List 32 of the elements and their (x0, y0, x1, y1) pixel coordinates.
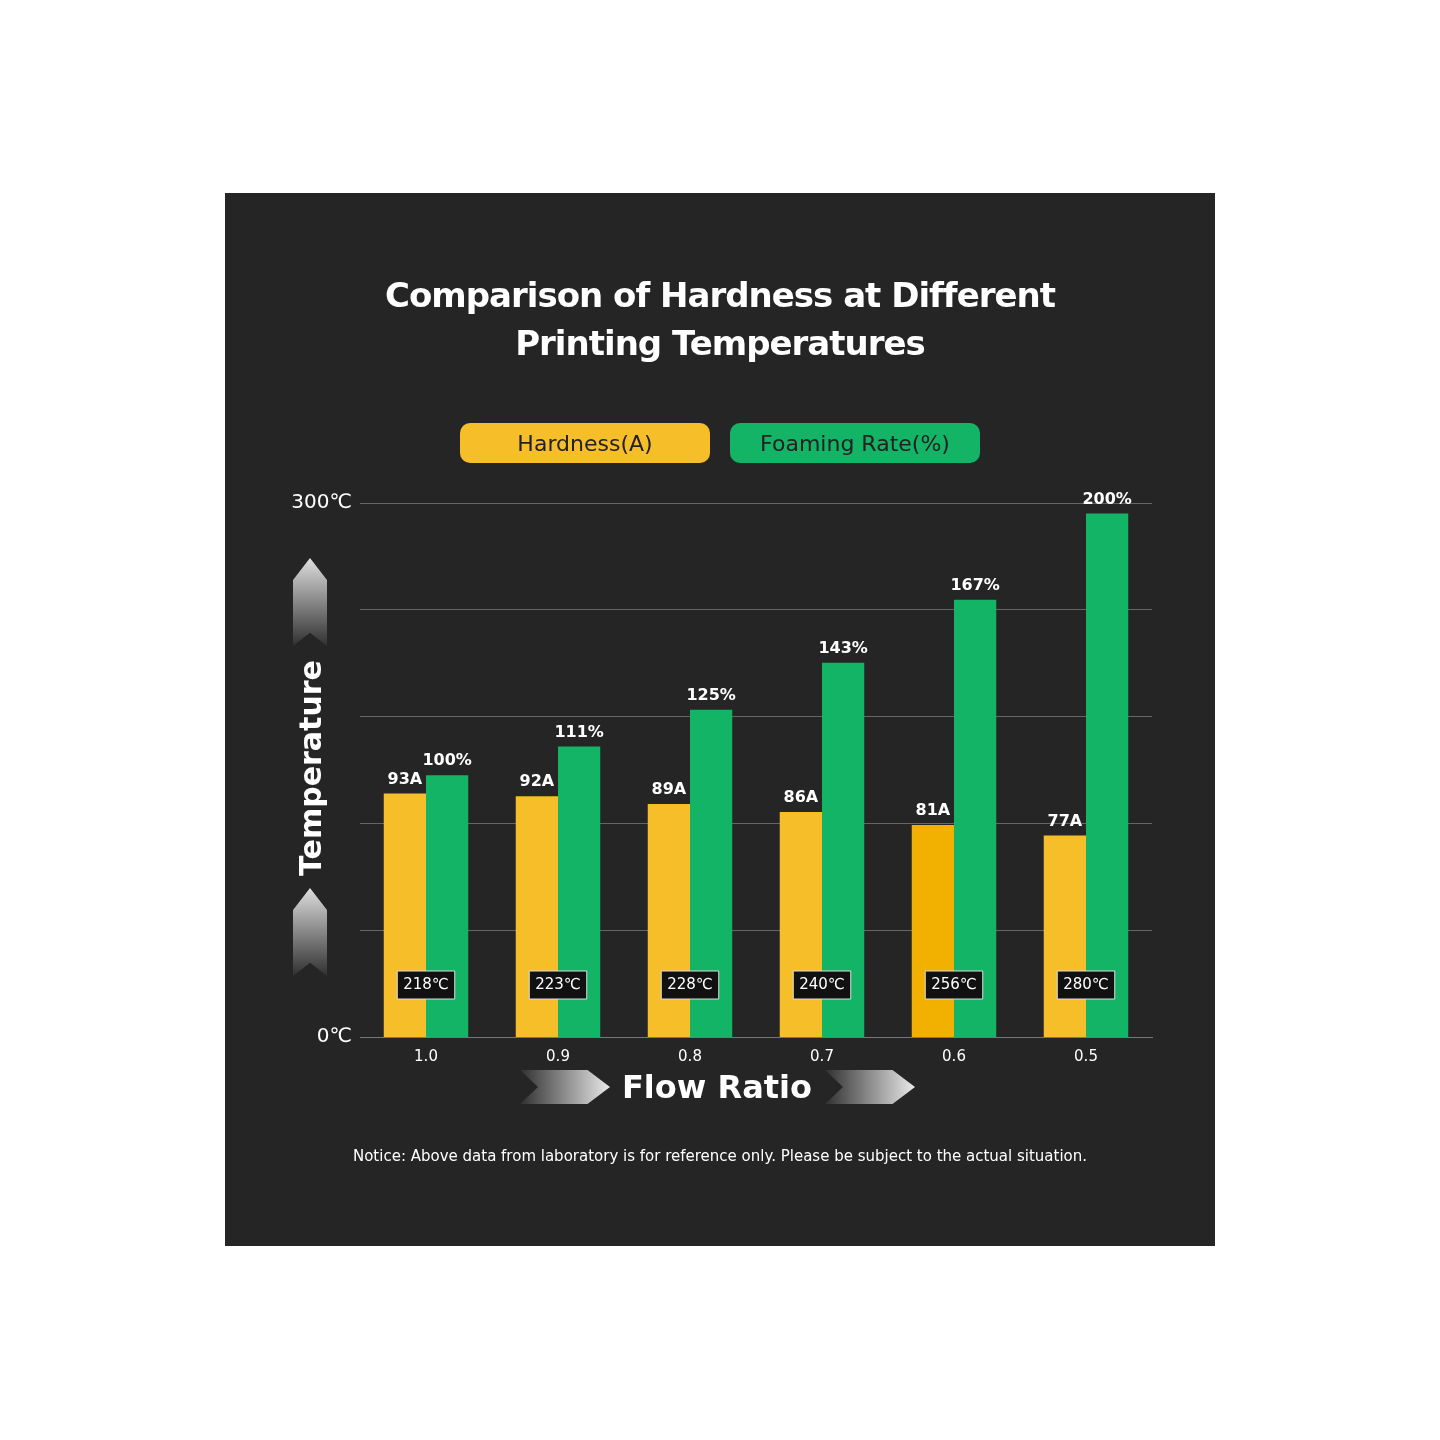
data-label: 93A (387, 768, 423, 788)
text: Foaming Rate(%) (730, 423, 980, 463)
annotation: 223℃ (535, 974, 581, 993)
data-label: 86A (783, 787, 819, 807)
annotation: 280℃ (1063, 974, 1109, 993)
text: Hardness(A) (460, 423, 710, 463)
data-label: 92A (519, 771, 555, 791)
annotation: 240℃ (799, 974, 845, 993)
x-tick-label: 0.9 (546, 1046, 570, 1065)
y-tick-label: 300℃ (291, 489, 352, 514)
annotation: 256℃ (931, 974, 977, 993)
data-label: 81A (915, 800, 951, 820)
chart-title: Comparison of Hardness at Different Printing Temperatures (384, 274, 1057, 365)
annotation: 228℃ (667, 974, 713, 993)
x-tick-label: 0.5 (1074, 1046, 1098, 1065)
data-label: 125% (686, 684, 736, 704)
data-label: 111% (554, 721, 604, 741)
x-tick-label: 0.7 (810, 1046, 834, 1065)
x-tick-label: 0.8 (678, 1046, 702, 1065)
data-label: 77A (1047, 810, 1083, 830)
text: Notice: Above data from laboratory is for reference only. Please be subject to the actual situation. (351, 1147, 1089, 1165)
y-tick-label: 0℃ (316, 1023, 352, 1048)
annotation: 218℃ (403, 974, 449, 993)
data-label: 143% (818, 637, 868, 657)
data-label: 167% (950, 575, 1000, 595)
x-axis-title: Flow Ratio (622, 1068, 812, 1106)
data-label: 200% (1082, 488, 1132, 508)
x-tick-label: 0.6 (942, 1046, 966, 1065)
data-label: 100% (422, 750, 472, 770)
y-axis-title: Temperature (292, 660, 328, 876)
data-label: 89A (651, 779, 687, 799)
x-tick-label: 1.0 (414, 1046, 438, 1065)
